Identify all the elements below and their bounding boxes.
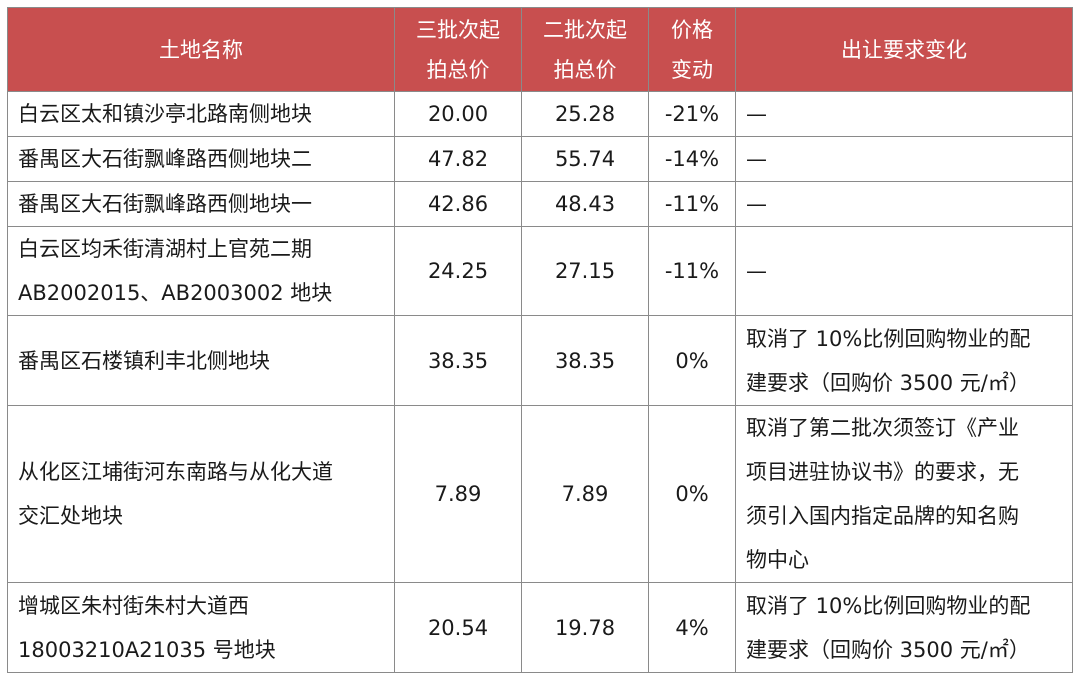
header-row: 土地名称 三批次起 拍总价 二批次起 拍总价 价格 变动 出让要求变化 <box>7 7 1073 92</box>
cell-price-change: -21% <box>648 91 736 137</box>
land-price-table: 土地名称 三批次起 拍总价 二批次起 拍总价 价格 变动 出让要求变化 白云区太和镇沙… <box>7 7 1073 673</box>
table-row: 白云区均禾街清湖村上官苑二期 AB2002015、AB2003002 地块 24.… <box>7 226 1073 316</box>
table-row: 增城区朱村街朱村大道西 18003210A21035 号地块 20.54 19.7… <box>7 582 1073 673</box>
cell-second-batch-price: 7.89 <box>521 405 649 583</box>
header-price-change: 价格 变动 <box>648 7 736 92</box>
cell-third-batch-price: 20.00 <box>394 91 522 137</box>
cell-price-change: -11% <box>648 226 736 316</box>
cell-price-change: -11% <box>648 181 736 227</box>
cell-third-batch-price: 20.54 <box>394 582 522 673</box>
table-row: 番禺区大石街飘峰路西侧地块一 42.86 48.43 -11% — <box>7 181 1073 227</box>
cell-land-name: 从化区江埔街河东南路与从化大道 交汇处地块 <box>7 405 395 583</box>
cell-requirement-change: 取消了 10%比例回购物业的配 建要求（回购价 3500 元/㎡） <box>735 582 1073 673</box>
cell-price-change: 0% <box>648 405 736 583</box>
table-row: 番禺区大石街飘峰路西侧地块二 47.82 55.74 -14% — <box>7 136 1073 182</box>
cell-third-batch-price: 38.35 <box>394 315 522 406</box>
cell-land-name: 番禺区石楼镇利丰北侧地块 <box>7 315 395 406</box>
header-second-batch-price: 二批次起 拍总价 <box>521 7 649 92</box>
cell-second-batch-price: 48.43 <box>521 181 649 227</box>
cell-land-name: 番禺区大石街飘峰路西侧地块一 <box>7 181 395 227</box>
cell-requirement-change: — <box>735 136 1073 182</box>
cell-land-name: 增城区朱村街朱村大道西 18003210A21035 号地块 <box>7 582 395 673</box>
table-body: 白云区太和镇沙亭北路南侧地块 20.00 25.28 -21% — 番禺区大石街… <box>7 91 1073 673</box>
cell-price-change: 0% <box>648 315 736 406</box>
header-requirement-change: 出让要求变化 <box>735 7 1073 92</box>
cell-third-batch-price: 42.86 <box>394 181 522 227</box>
cell-requirement-change: 取消了 10%比例回购物业的配 建要求（回购价 3500 元/㎡） <box>735 315 1073 406</box>
cell-third-batch-price: 24.25 <box>394 226 522 316</box>
cell-price-change: -14% <box>648 136 736 182</box>
cell-second-batch-price: 38.35 <box>521 315 649 406</box>
cell-requirement-change: — <box>735 91 1073 137</box>
header-third-batch-price: 三批次起 拍总价 <box>394 7 522 92</box>
table-row: 从化区江埔街河东南路与从化大道 交汇处地块 7.89 7.89 0% 取消了第二批… <box>7 405 1073 583</box>
cell-land-name: 番禺区大石街飘峰路西侧地块二 <box>7 136 395 182</box>
cell-second-batch-price: 25.28 <box>521 91 649 137</box>
cell-second-batch-price: 27.15 <box>521 226 649 316</box>
cell-land-name: 白云区均禾街清湖村上官苑二期 AB2002015、AB2003002 地块 <box>7 226 395 316</box>
header-land-name: 土地名称 <box>7 7 395 92</box>
cell-requirement-change: 取消了第二批次须签订《产业 项目进驻协议书》的要求，无 须引入国内指定品牌的知名购物… <box>735 405 1073 583</box>
table-row: 番禺区石楼镇利丰北侧地块 38.35 38.35 0% 取消了 10%比例回购物… <box>7 315 1073 406</box>
cell-second-batch-price: 55.74 <box>521 136 649 182</box>
cell-price-change: 4% <box>648 582 736 673</box>
table-header: 土地名称 三批次起 拍总价 二批次起 拍总价 价格 变动 出让要求变化 <box>7 7 1073 92</box>
cell-requirement-change: — <box>735 181 1073 227</box>
cell-requirement-change: — <box>735 226 1073 316</box>
cell-land-name: 白云区太和镇沙亭北路南侧地块 <box>7 91 395 137</box>
table-row: 白云区太和镇沙亭北路南侧地块 20.00 25.28 -21% — <box>7 91 1073 137</box>
cell-second-batch-price: 19.78 <box>521 582 649 673</box>
cell-third-batch-price: 7.89 <box>394 405 522 583</box>
cell-third-batch-price: 47.82 <box>394 136 522 182</box>
